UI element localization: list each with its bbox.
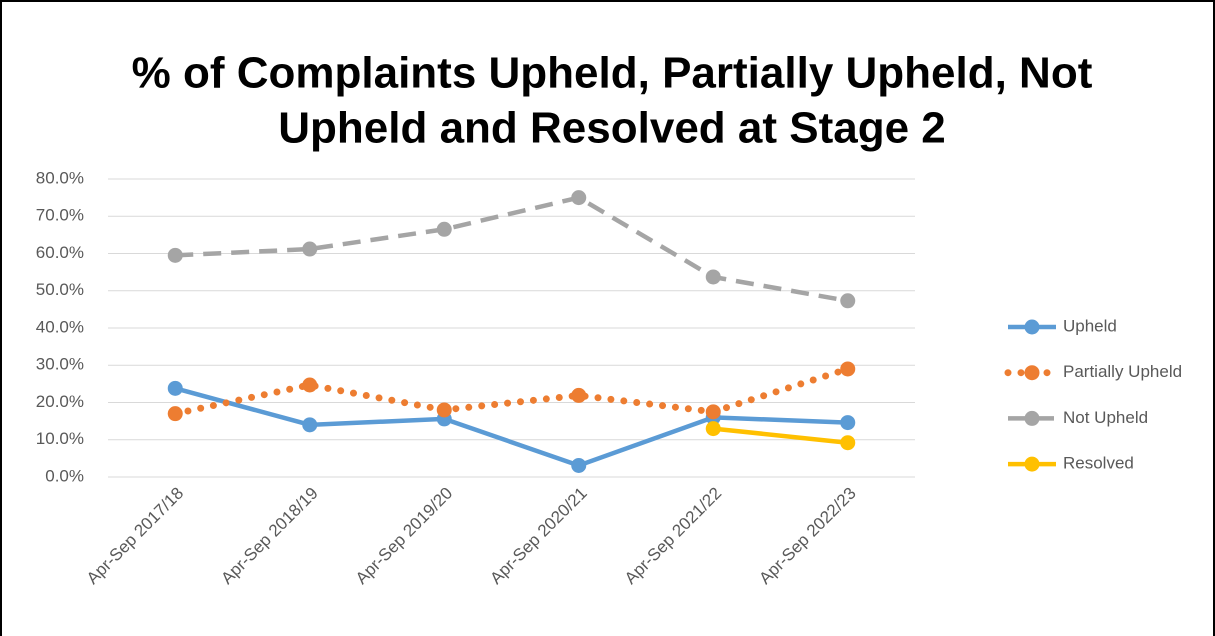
y-tick-label: 70.0%: [36, 206, 84, 225]
series-line: [175, 195, 849, 304]
legend-label: Not Upheld: [1063, 408, 1148, 427]
data-point: [167, 247, 183, 263]
data-point: [705, 404, 721, 420]
legend-marker: [1024, 456, 1040, 472]
data-point: [302, 241, 318, 257]
y-tick-label: 60.0%: [36, 243, 84, 262]
series-line: [713, 426, 848, 445]
data-point: [705, 421, 721, 437]
chart-title: % of Complaints Upheld, Partially Upheld…: [132, 49, 1093, 98]
y-tick-label: 40.0%: [36, 317, 84, 336]
data-point: [840, 435, 856, 451]
data-point: [436, 402, 452, 418]
y-tick-label: 80.0%: [36, 168, 84, 187]
y-tick-label: 10.0%: [36, 429, 84, 448]
y-tick-label: 50.0%: [36, 280, 84, 299]
data-point: [167, 406, 183, 422]
data-point: [571, 387, 587, 403]
data-point: [302, 417, 318, 433]
data-point: [302, 377, 318, 393]
y-tick-label: 0.0%: [45, 466, 84, 485]
data-point: [571, 190, 587, 206]
legend-label: Partially Upheld: [1063, 362, 1182, 381]
data-point: [840, 293, 856, 309]
chart-title: Upheld and Resolved at Stage 2: [278, 104, 946, 153]
data-point: [840, 415, 856, 431]
legend-marker: [1024, 410, 1040, 426]
y-tick-label: 20.0%: [36, 392, 84, 411]
data-point: [436, 221, 452, 237]
y-tick-label: 30.0%: [36, 355, 84, 374]
legend-label: Upheld: [1063, 316, 1117, 335]
data-point: [840, 361, 856, 377]
series-line: [174, 386, 848, 468]
legend-marker: [1024, 319, 1040, 335]
data-point: [571, 457, 587, 473]
data-point: [705, 269, 721, 285]
series-line: [171, 365, 852, 418]
data-point: [167, 380, 183, 396]
legend-marker: [1024, 365, 1040, 381]
legend-label: Resolved: [1063, 454, 1134, 473]
